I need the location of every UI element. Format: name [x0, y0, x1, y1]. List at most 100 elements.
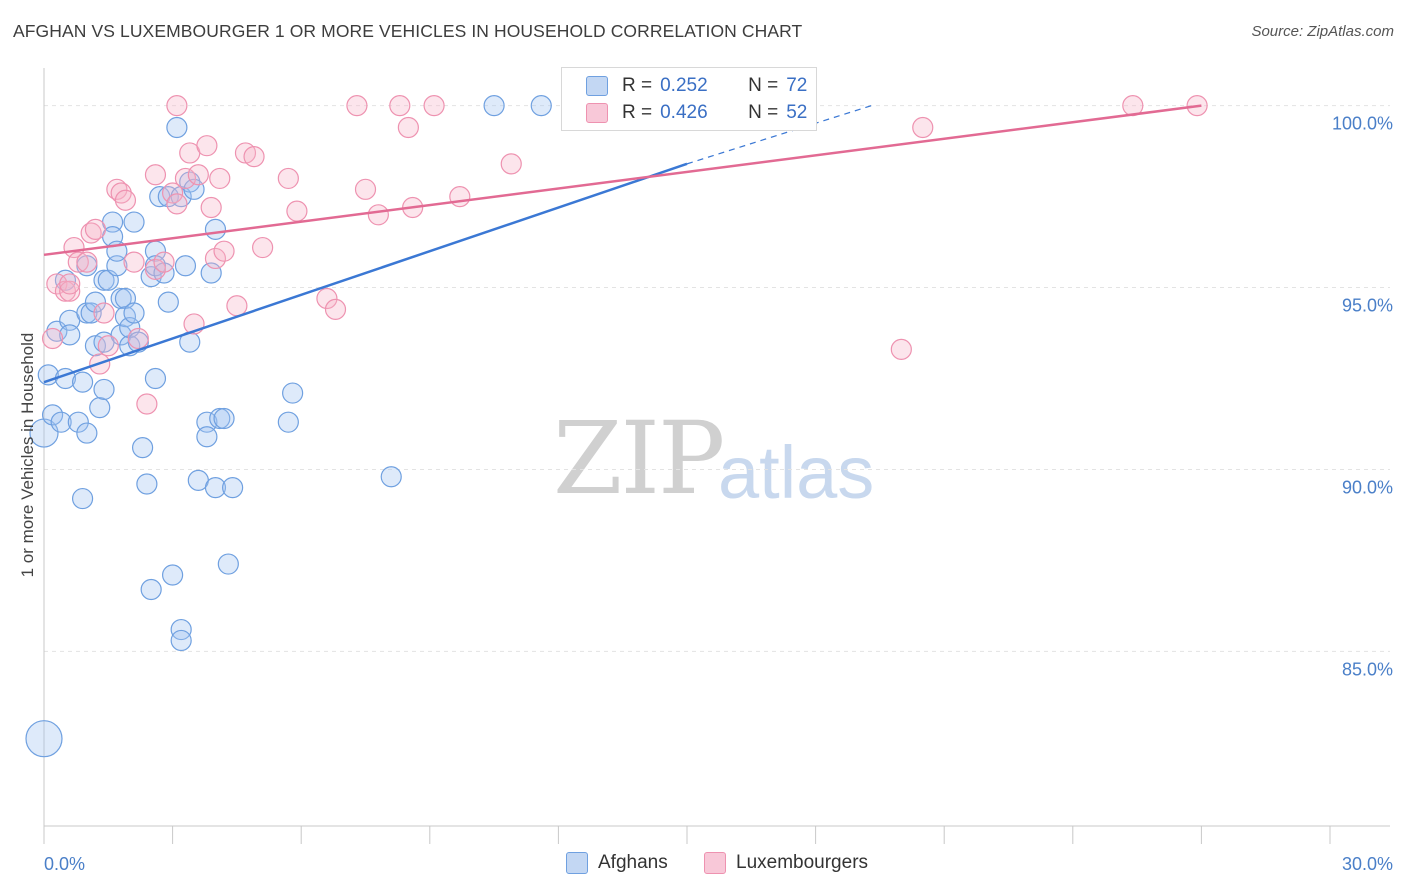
- luxembourgers-point: [252, 236, 274, 259]
- luxembourgers-point: [166, 193, 188, 215]
- afghans-point: [204, 477, 227, 499]
- afghans-point: [170, 629, 192, 652]
- afghans-point: [140, 578, 162, 601]
- legend-r-label: R =: [622, 102, 653, 123]
- afghans-point: [166, 116, 188, 139]
- y-axis-title: 1 or more Vehicles in Household: [18, 333, 37, 578]
- luxembourgers-point: [144, 164, 167, 186]
- luxembourgers-point: [187, 164, 209, 186]
- afghans-point: [174, 255, 197, 277]
- afghans-point: [76, 422, 98, 444]
- afghans-point: [204, 218, 227, 240]
- luxembourgers-point: [277, 167, 299, 190]
- legend-n-value: 52: [786, 102, 808, 123]
- afghans-point: [123, 211, 145, 233]
- luxembourgers-point: [67, 251, 89, 273]
- luxembourgers-legend-swatch: [704, 852, 726, 874]
- afghans-point: [144, 367, 167, 390]
- afghans-point: [67, 411, 89, 433]
- afghans-point: [41, 404, 64, 426]
- afghans-point: [89, 397, 111, 419]
- luxembourgers-point: [286, 200, 308, 222]
- trend-lines: [43, 104, 1202, 384]
- afghans-point: [157, 186, 179, 208]
- afghans-point: [25, 720, 63, 758]
- luxembourgers-point: [209, 167, 231, 190]
- luxembourgers-point: [316, 287, 338, 310]
- afghans-point: [71, 371, 94, 393]
- afghans-point: [84, 335, 107, 357]
- luxembourgers-point: [136, 393, 158, 415]
- luxembourgers-point: [200, 196, 222, 219]
- luxembourgers-point: [93, 302, 115, 324]
- afghans-point: [136, 473, 158, 495]
- afghans-point: [71, 487, 94, 510]
- luxembourgers-point: [500, 153, 522, 175]
- luxembourgers-point: [213, 240, 235, 262]
- luxembourgers-point: [127, 327, 149, 350]
- afghans-point: [84, 291, 107, 313]
- x-tick-label-right: 30.0%: [1342, 854, 1393, 874]
- afghans-point: [59, 324, 81, 346]
- luxembourgers-point: [174, 167, 197, 190]
- luxembourgers-legend-label: Luxembourgers: [736, 852, 869, 873]
- afghans-point: [530, 95, 552, 117]
- afghans-point: [196, 411, 218, 433]
- watermark-zip: ZIP: [553, 400, 725, 517]
- axes: [43, 68, 1390, 844]
- luxembourgers-point: [46, 273, 68, 295]
- luxembourgers-point: [204, 247, 227, 270]
- afghans-point: [213, 407, 235, 430]
- afghans-swatch: [586, 76, 608, 96]
- afghans-point: [196, 426, 218, 448]
- bottom-legend-afghans: Afghans: [566, 852, 668, 874]
- afghans-point: [93, 378, 115, 401]
- luxembourgers-point: [84, 218, 107, 240]
- luxembourgers-point: [389, 95, 411, 117]
- legend-r-value: 0.426: [660, 102, 708, 123]
- afghans-point: [380, 466, 402, 488]
- afghans-trend-line: [43, 162, 688, 384]
- legend-row-afghans: R = 0.252 N = 72: [586, 74, 811, 98]
- luxembourgers-point: [97, 335, 119, 357]
- luxembourgers-point: [41, 327, 64, 350]
- legend-n-label: N =: [748, 102, 779, 123]
- luxembourgers-point: [346, 95, 368, 117]
- afghans-point: [131, 437, 154, 459]
- y-tick-label: 95.0%: [1342, 296, 1393, 316]
- luxembourgers-point: [80, 222, 102, 244]
- tick-labels: 100.0% 95.0% 90.0% 85.0% 0.0% 30.0%: [44, 114, 1393, 874]
- afghans-legend-swatch: [566, 852, 588, 874]
- correlation-legend: R = 0.252 N = 72 R = 0.426 N = 52: [561, 67, 817, 131]
- luxembourgers-point: [423, 95, 445, 117]
- y-tick-label: 100.0%: [1332, 114, 1393, 134]
- luxembourgers-point: [234, 142, 257, 164]
- legend-n-value: 72: [786, 75, 808, 96]
- luxembourgers-point: [367, 204, 389, 226]
- luxembourgers-point: [153, 251, 175, 273]
- bottom-legend-luxembourgers: Luxembourgers: [704, 852, 868, 874]
- afghans-point: [123, 302, 145, 324]
- afghans-point: [170, 618, 192, 641]
- afghans-point: [114, 306, 137, 328]
- luxembourgers-point: [76, 251, 98, 273]
- luxembourgers-point: [243, 145, 265, 168]
- luxembourgers-point: [196, 135, 218, 157]
- luxembourgers-point: [226, 295, 248, 317]
- afghans-point: [483, 95, 505, 117]
- y-tick-label: 90.0%: [1342, 477, 1393, 497]
- luxembourgers-point: [59, 273, 81, 295]
- afghans-point: [80, 302, 102, 324]
- legend-r-value: 0.252: [660, 75, 708, 96]
- source-label: Source: ZipAtlas.com: [1251, 23, 1394, 40]
- afghans-point: [277, 411, 299, 433]
- luxembourgers-point: [106, 178, 128, 200]
- afghans-point: [106, 255, 128, 277]
- luxembourgers-point: [449, 186, 471, 208]
- luxembourgers-point: [162, 182, 184, 204]
- luxembourgers-point: [912, 116, 934, 139]
- luxembourgers-point: [59, 280, 81, 302]
- afghans-legend-label: Afghans: [598, 852, 668, 873]
- luxembourgers-point: [354, 178, 377, 200]
- luxembourgers-points: [41, 95, 1208, 415]
